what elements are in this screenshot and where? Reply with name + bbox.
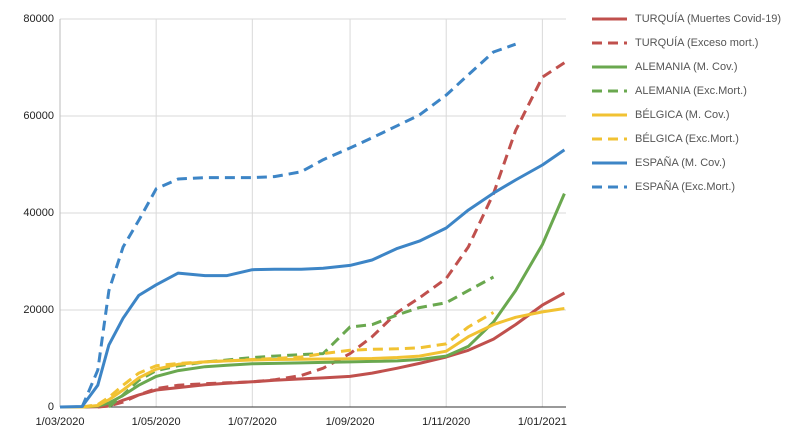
legend-label: TURQUÍA (Exceso mort.) (635, 36, 758, 49)
legend-label: BÉLGICA (Exc.Mort.) (635, 132, 739, 145)
y-tick-label: 0 (48, 401, 54, 413)
x-tick-label: 1/03/2020 (36, 416, 85, 428)
series-line (60, 307, 565, 409)
legend: TURQUÍA (Muertes Covid-19) TURQUÍA (Exces… (592, 12, 781, 193)
x-tick-label: 1/01/2021 (518, 416, 567, 428)
y-tick-label: 40000 (23, 207, 54, 219)
series-line (81, 311, 495, 409)
series-line (60, 193, 566, 409)
x-tick-label: 1/07/2020 (228, 416, 277, 428)
y-tick-label: 20000 (23, 304, 54, 316)
legend-label: TURQUÍA (Muertes Covid-19) (635, 12, 781, 25)
series-line (59, 148, 566, 409)
y-tick-label: 60000 (23, 110, 54, 122)
x-tick-label: 1/05/2020 (132, 416, 181, 428)
x-tick-label: 1/09/2020 (326, 416, 375, 428)
legend-label: ESPAÑA (Exc.Mort.) (635, 180, 735, 193)
y-tick-label: 80000 (23, 13, 54, 25)
legend-label: ESPAÑA (M. Cov.) (635, 156, 726, 169)
legend-label: ALEMANIA (Exc.Mort.) (635, 85, 747, 97)
series-line (60, 291, 566, 409)
series-line (80, 42, 517, 408)
legend-label: BÉLGICA (M. Cov.) (635, 108, 730, 121)
legend-label: ALEMANIA (M. Cov.) (635, 61, 737, 73)
x-tick-label: 1/11/2020 (422, 416, 470, 428)
series-line (97, 61, 566, 409)
